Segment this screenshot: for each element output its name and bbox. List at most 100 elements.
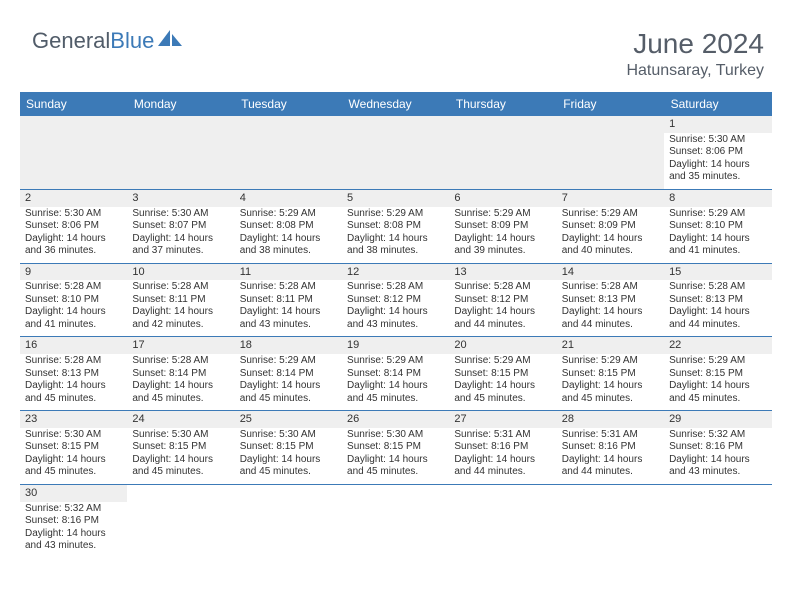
day-number: 22 [664, 337, 771, 354]
sunrise-line: Sunrise: 5:28 AM [347, 281, 444, 294]
day-number: 1 [664, 116, 771, 133]
sunset-line: Sunset: 8:08 PM [240, 220, 337, 233]
weekday-header: Thursday [449, 92, 556, 116]
sunrise-line: Sunrise: 5:29 AM [454, 355, 551, 368]
calendar-cell: 28Sunrise: 5:31 AMSunset: 8:16 PMDayligh… [557, 411, 664, 485]
calendar-cell: 27Sunrise: 5:31 AMSunset: 8:16 PMDayligh… [449, 411, 556, 485]
daylight-line: Daylight: 14 hours and 45 minutes. [347, 454, 444, 479]
daylight-line: Daylight: 14 hours and 45 minutes. [25, 454, 122, 479]
calendar-cell: 12Sunrise: 5:28 AMSunset: 8:12 PMDayligh… [342, 263, 449, 337]
daylight-line: Daylight: 14 hours and 41 minutes. [669, 233, 766, 258]
day-number: 12 [342, 264, 449, 281]
sunrise-line: Sunrise: 5:28 AM [454, 281, 551, 294]
title-block: June 2024 Hatunsaray, Turkey [626, 28, 772, 80]
day-number: 11 [235, 264, 342, 281]
daylight-line: Daylight: 14 hours and 41 minutes. [25, 306, 122, 331]
calendar-cell: 20Sunrise: 5:29 AMSunset: 8:15 PMDayligh… [449, 337, 556, 411]
calendar-cell: 1Sunrise: 5:30 AMSunset: 8:06 PMDaylight… [664, 116, 771, 189]
day-number: 24 [127, 411, 234, 428]
sunset-line: Sunset: 8:15 PM [562, 368, 659, 381]
calendar-cell: 7Sunrise: 5:29 AMSunset: 8:09 PMDaylight… [557, 189, 664, 263]
location-label: Hatunsaray, Turkey [626, 62, 764, 80]
sunset-line: Sunset: 8:16 PM [25, 515, 122, 528]
calendar-cell [664, 484, 771, 557]
day-number: 27 [449, 411, 556, 428]
sunrise-line: Sunrise: 5:30 AM [669, 134, 766, 147]
daylight-line: Daylight: 14 hours and 44 minutes. [669, 306, 766, 331]
calendar-cell [557, 484, 664, 557]
sunrise-line: Sunrise: 5:29 AM [562, 355, 659, 368]
sunset-line: Sunset: 8:07 PM [132, 220, 229, 233]
day-number: 17 [127, 337, 234, 354]
calendar-cell: 4Sunrise: 5:29 AMSunset: 8:08 PMDaylight… [235, 189, 342, 263]
sunset-line: Sunset: 8:06 PM [669, 146, 766, 159]
day-number: 19 [342, 337, 449, 354]
sunrise-line: Sunrise: 5:31 AM [454, 429, 551, 442]
calendar-cell [127, 116, 234, 189]
sunrise-line: Sunrise: 5:29 AM [454, 208, 551, 221]
sunset-line: Sunset: 8:08 PM [347, 220, 444, 233]
page-header: GeneralBlue June 2024 Hatunsaray, Turkey [20, 28, 772, 80]
weekday-header: Friday [557, 92, 664, 116]
logo-text-blue: Blue [110, 28, 154, 54]
calendar-week-row: 16Sunrise: 5:28 AMSunset: 8:13 PMDayligh… [20, 337, 772, 411]
sunrise-line: Sunrise: 5:32 AM [25, 503, 122, 516]
calendar-cell: 14Sunrise: 5:28 AMSunset: 8:13 PMDayligh… [557, 263, 664, 337]
sunset-line: Sunset: 8:16 PM [669, 441, 766, 454]
sunrise-line: Sunrise: 5:28 AM [25, 281, 122, 294]
sunrise-line: Sunrise: 5:28 AM [25, 355, 122, 368]
calendar-cell [449, 484, 556, 557]
day-number: 7 [557, 190, 664, 207]
calendar-cell: 16Sunrise: 5:28 AMSunset: 8:13 PMDayligh… [20, 337, 127, 411]
logo-sail-icon [158, 28, 184, 54]
daylight-line: Daylight: 14 hours and 44 minutes. [562, 454, 659, 479]
daylight-line: Daylight: 14 hours and 45 minutes. [562, 380, 659, 405]
sunset-line: Sunset: 8:16 PM [562, 441, 659, 454]
day-number: 14 [557, 264, 664, 281]
daylight-line: Daylight: 14 hours and 39 minutes. [454, 233, 551, 258]
calendar-cell: 21Sunrise: 5:29 AMSunset: 8:15 PMDayligh… [557, 337, 664, 411]
sunset-line: Sunset: 8:16 PM [454, 441, 551, 454]
weekday-header: Saturday [664, 92, 771, 116]
calendar-cell [449, 116, 556, 189]
calendar-cell: 19Sunrise: 5:29 AMSunset: 8:14 PMDayligh… [342, 337, 449, 411]
sunrise-line: Sunrise: 5:29 AM [669, 355, 766, 368]
sunset-line: Sunset: 8:11 PM [240, 294, 337, 307]
sunrise-line: Sunrise: 5:29 AM [347, 355, 444, 368]
sunset-line: Sunset: 8:06 PM [25, 220, 122, 233]
calendar-week-row: 9Sunrise: 5:28 AMSunset: 8:10 PMDaylight… [20, 263, 772, 337]
daylight-line: Daylight: 14 hours and 45 minutes. [132, 380, 229, 405]
daylight-line: Daylight: 14 hours and 45 minutes. [454, 380, 551, 405]
sunrise-line: Sunrise: 5:28 AM [240, 281, 337, 294]
daylight-line: Daylight: 14 hours and 43 minutes. [669, 454, 766, 479]
calendar-cell: 13Sunrise: 5:28 AMSunset: 8:12 PMDayligh… [449, 263, 556, 337]
sunset-line: Sunset: 8:09 PM [562, 220, 659, 233]
daylight-line: Daylight: 14 hours and 35 minutes. [669, 159, 766, 184]
calendar-cell: 8Sunrise: 5:29 AMSunset: 8:10 PMDaylight… [664, 189, 771, 263]
day-number: 10 [127, 264, 234, 281]
daylight-line: Daylight: 14 hours and 37 minutes. [132, 233, 229, 258]
calendar-cell [342, 484, 449, 557]
sunset-line: Sunset: 8:13 PM [25, 368, 122, 381]
sunrise-line: Sunrise: 5:31 AM [562, 429, 659, 442]
day-number: 29 [664, 411, 771, 428]
day-number: 21 [557, 337, 664, 354]
calendar-cell: 22Sunrise: 5:29 AMSunset: 8:15 PMDayligh… [664, 337, 771, 411]
sunset-line: Sunset: 8:13 PM [669, 294, 766, 307]
sunset-line: Sunset: 8:14 PM [240, 368, 337, 381]
calendar-cell: 15Sunrise: 5:28 AMSunset: 8:13 PMDayligh… [664, 263, 771, 337]
calendar-cell: 24Sunrise: 5:30 AMSunset: 8:15 PMDayligh… [127, 411, 234, 485]
sunrise-line: Sunrise: 5:28 AM [669, 281, 766, 294]
calendar-cell: 9Sunrise: 5:28 AMSunset: 8:10 PMDaylight… [20, 263, 127, 337]
sunrise-line: Sunrise: 5:29 AM [240, 208, 337, 221]
sunrise-line: Sunrise: 5:30 AM [132, 429, 229, 442]
month-title: June 2024 [626, 28, 764, 60]
sunset-line: Sunset: 8:15 PM [132, 441, 229, 454]
sunrise-line: Sunrise: 5:30 AM [25, 208, 122, 221]
daylight-line: Daylight: 14 hours and 45 minutes. [240, 380, 337, 405]
calendar-cell: 29Sunrise: 5:32 AMSunset: 8:16 PMDayligh… [664, 411, 771, 485]
sunset-line: Sunset: 8:12 PM [454, 294, 551, 307]
day-number: 28 [557, 411, 664, 428]
calendar-cell [127, 484, 234, 557]
sunset-line: Sunset: 8:13 PM [562, 294, 659, 307]
